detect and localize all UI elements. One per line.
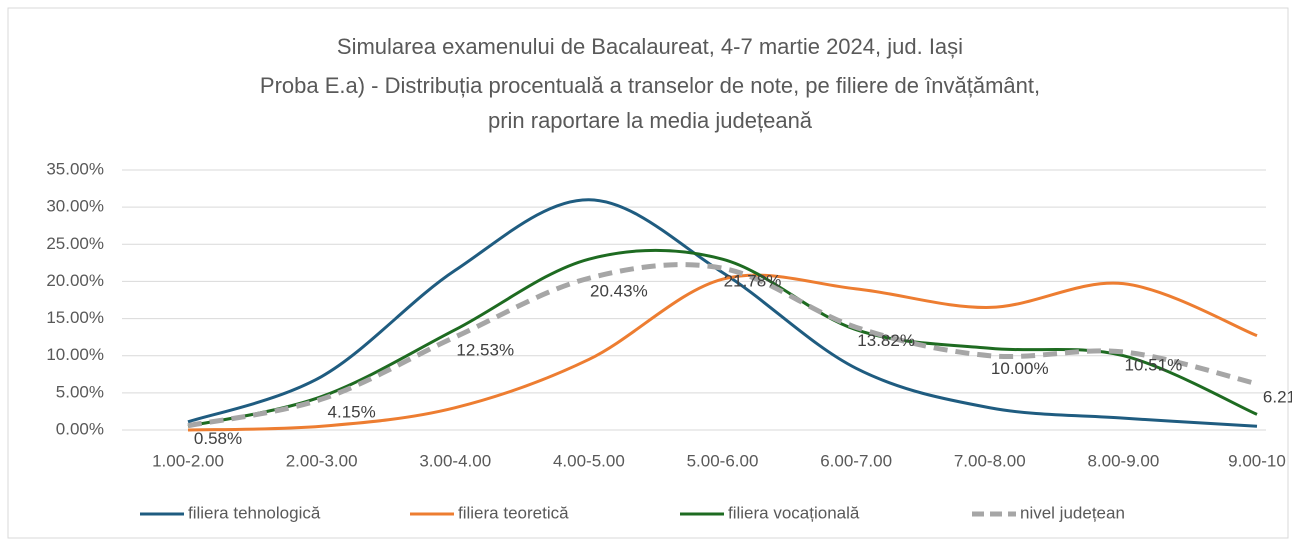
data-label: 21.78% (724, 272, 782, 291)
y-tick-label: 25.00% (46, 234, 104, 253)
data-label: 4.15% (328, 403, 376, 422)
chart-title: Proba E.a) - Distribuția procentuală a t… (260, 73, 1040, 98)
legend-label: filiera vocațională (728, 503, 860, 522)
series-line (187, 248, 1258, 428)
x-tick-label: 2.00-3.00 (286, 451, 358, 470)
y-tick-label: 5.00% (56, 382, 104, 401)
y-tick-label: 0.00% (56, 419, 104, 438)
data-label: 0.58% (194, 429, 242, 448)
series-line (187, 273, 1258, 432)
data-label: 10.00% (991, 359, 1049, 378)
legend-label: nivel județean (1020, 503, 1125, 522)
x-tick-label: 3.00-4.00 (419, 451, 491, 470)
x-tick-label: 9.00-10 (1228, 451, 1286, 470)
y-tick-label: 20.00% (46, 271, 104, 290)
data-label: 6.21% (1263, 387, 1292, 406)
y-tick-label: 10.00% (46, 345, 104, 364)
x-tick-label: 4.00-5.00 (553, 451, 625, 470)
x-tick-label: 8.00-9.00 (1087, 451, 1159, 470)
y-tick-label: 35.00% (46, 159, 104, 178)
y-tick-label: 15.00% (46, 308, 104, 327)
series-line (187, 262, 1258, 429)
data-label: 13.82% (857, 331, 915, 350)
data-label: 10.51% (1125, 355, 1183, 374)
legend-label: filiera teoretică (458, 503, 569, 522)
y-tick-label: 30.00% (46, 197, 104, 216)
x-tick-label: 7.00-8.00 (954, 451, 1026, 470)
legend-label: filiera tehnologică (188, 503, 321, 522)
chart-title: Simularea examenului de Bacalaureat, 4-7… (337, 34, 963, 59)
data-label: 20.43% (590, 282, 648, 301)
x-tick-label: 6.00-7.00 (820, 451, 892, 470)
x-tick-label: 1.00-2.00 (152, 451, 224, 470)
x-tick-label: 5.00-6.00 (687, 451, 759, 470)
data-label: 12.53% (456, 340, 514, 359)
chart-frame (7, 7, 1289, 539)
chart-title: prin raportare la media județeană (488, 108, 813, 133)
